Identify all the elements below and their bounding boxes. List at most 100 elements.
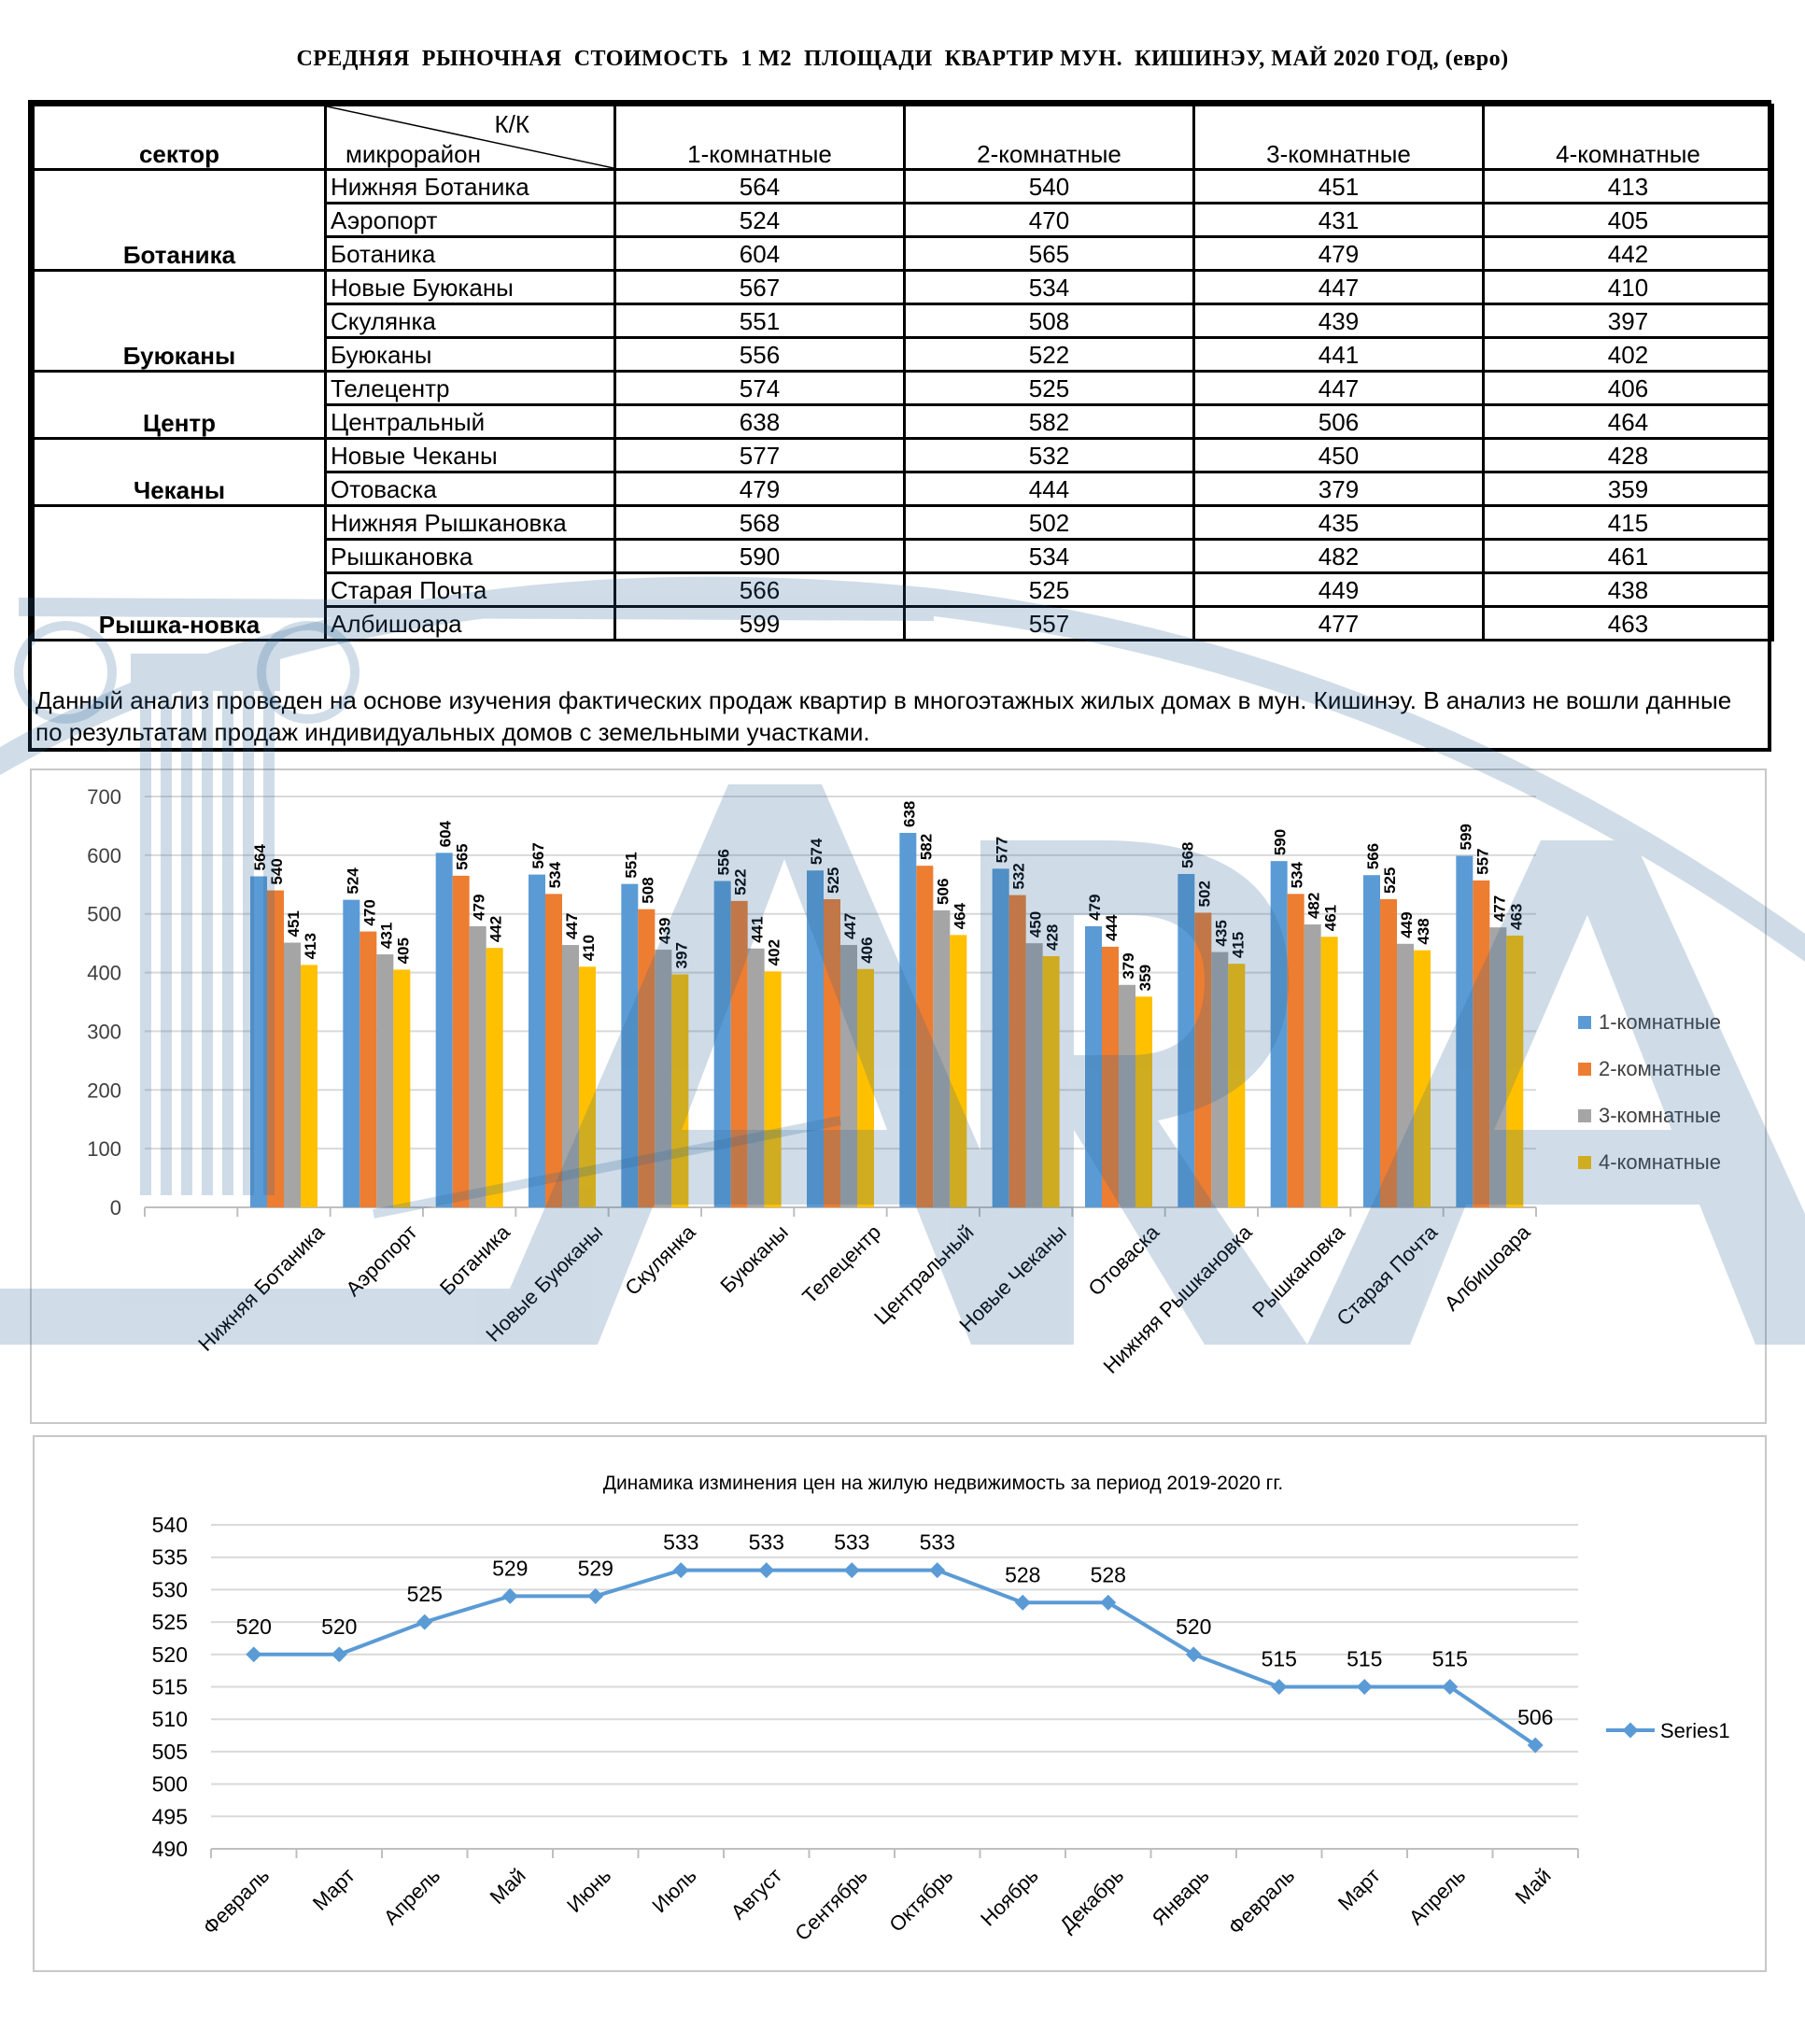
bar [1042,955,1060,1207]
table-row: Рышкановка 590 534 482 461 [34,538,1774,574]
table-row: Старая Почта 566 525 449 438 [34,571,1774,608]
value-cell: 574 [613,370,906,406]
data-label: 402 [766,939,783,966]
header-col-2: 2-комнатные [903,104,1195,171]
legend-swatch [1578,1016,1591,1029]
price-table-grid: сектор К/К микрорайон 1-комнатные 2-комнатны… [32,104,1774,641]
value-cell: 568 [613,504,906,541]
data-label: 477 [1490,895,1508,922]
data-label: 529 [578,1556,613,1580]
data-label: 533 [834,1530,869,1555]
value-cell: 447 [1192,269,1485,305]
data-label: 568 [1178,842,1196,868]
data-label: 515 [1432,1647,1468,1671]
table-row: Ботаника Нижняя Ботаника 564 540 451 413 [32,168,1774,272]
bar [435,853,453,1207]
value-cell: 450 [1192,437,1485,473]
value-cell: 479 [1192,235,1485,272]
x-category-label: Албишоара [1440,1219,1535,1315]
x-category-label: Рышкановка [1248,1219,1349,1321]
bar [1102,946,1119,1207]
bar [250,876,267,1207]
data-label: 431 [377,923,395,949]
data-label: 479 [471,895,488,921]
data-label: 574 [808,838,825,865]
bar [992,868,1009,1207]
y-tick-label: 100 [87,1137,121,1161]
value-cell: 524 [613,202,906,238]
table-row: Скулянка 551 508 439 397 [34,303,1774,339]
microdistrict-cell: Новые Чеканы [324,437,616,473]
x-category-label: Телецентр [797,1220,885,1308]
value-cell: 431 [1192,202,1485,238]
table-row: Центр Телецентр 574 525 447 406 [32,370,1774,440]
sector-cell: Чеканы [32,437,327,507]
y-tick-label: 495 [152,1804,188,1828]
data-label: 482 [1305,893,1323,919]
y-tick-label: 500 [87,903,121,926]
data-label: 534 [1289,861,1306,888]
value-cell: 463 [1482,605,1774,641]
value-cell: 379 [1192,471,1485,507]
x-category-label: Июнь [562,1864,615,1917]
value-cell: 428 [1482,437,1774,473]
data-label: 529 [492,1556,528,1580]
value-cell: 590 [613,538,906,574]
bar [469,925,487,1207]
data-label: 449 [1398,911,1416,937]
header-kk-microdistrict: К/К микрорайон [324,104,616,171]
bar [655,950,672,1207]
microdistrict-cell: Нижняя Ботаника [324,168,616,204]
data-label: 515 [1347,1647,1382,1671]
data-label: 525 [407,1582,443,1606]
x-category-label: Январь [1148,1864,1214,1930]
value-cell: 413 [1482,168,1774,204]
data-label: 540 [268,858,286,884]
data-label: 551 [622,852,640,878]
value-cell: 565 [903,235,1195,272]
microdistrict-cell: Центральный [324,403,616,440]
x-category-label: Буюканы [715,1220,793,1298]
bar [1177,873,1195,1207]
x-category-label: Март [1333,1864,1385,1915]
value-cell: 604 [613,235,906,272]
data-label: 508 [639,877,656,903]
microdistrict-cell: Албишоара [324,605,616,641]
data-point [929,1562,946,1579]
analysis-note: Данный анализ проведен на основе изучени… [35,686,1732,746]
table-row: Аэропорт 524 470 431 405 [34,202,1774,238]
bar [360,931,377,1207]
table-row: Чеканы Новые Чеканы 577 532 450 428 [32,437,1774,507]
bar [1194,912,1212,1207]
x-category-label: Нижняя Рышкановка [1099,1219,1257,1377]
bar [579,966,596,1207]
value-cell: 566 [613,571,906,608]
bar [1008,895,1026,1207]
bar [486,948,503,1207]
legend-label: 1-комнатные [1599,1010,1721,1034]
bar [1506,935,1524,1207]
bar [824,899,840,1207]
data-label: 524 [344,867,361,895]
data-label: 515 [1262,1647,1297,1671]
data-label: 447 [841,913,859,939]
header-col-3: 3-комнатные [1192,104,1485,171]
x-category-label: Август [726,1864,787,1924]
value-cell: 502 [903,504,1195,541]
y-tick-label: 525 [152,1610,188,1634]
value-cell: 577 [613,437,906,473]
data-point [672,1562,689,1579]
document-title: СРЕДНЯЯ РЫНОЧНАЯ СТОИМОСТЬ 1 М2 ПЛОЩАДИ … [296,47,1509,71]
data-label: 522 [732,869,750,895]
legend-label: Series1 [1660,1719,1730,1742]
bar [529,874,545,1207]
header-sector: сектор [32,104,327,171]
data-label: 441 [749,916,767,942]
header-col-1: 1-комнатные [613,104,906,171]
bar [1085,925,1102,1207]
bar [857,968,874,1207]
x-category-label: Июль [647,1864,700,1917]
bar [916,866,934,1207]
value-cell: 405 [1482,202,1774,238]
